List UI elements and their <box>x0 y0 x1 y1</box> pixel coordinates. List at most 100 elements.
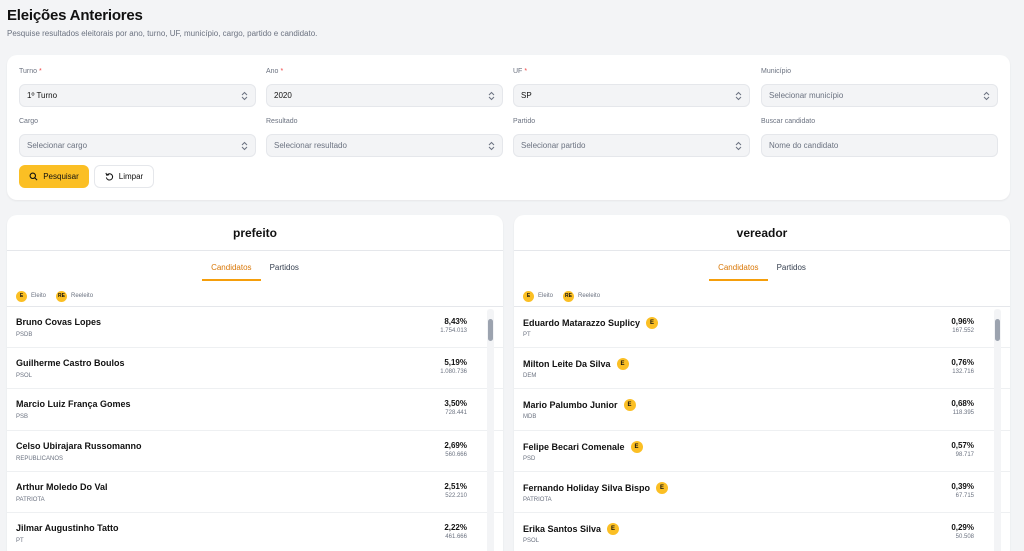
candidate-party: PSOL <box>16 373 33 380</box>
legend: E Eleito RE Reeleito <box>7 281 503 303</box>
municipio-label: Município <box>761 68 791 75</box>
required-mark: * <box>524 68 528 75</box>
tab-candidatos[interactable]: Candidatos <box>709 251 768 281</box>
candidate-votes: 1.080.736 <box>440 369 467 376</box>
candidate-name: Fernando Holiday Silva Bispo <box>523 482 651 493</box>
candidate-party: PT <box>523 332 531 338</box>
candidate-party: PT <box>16 537 24 544</box>
ano-select[interactable]: 2020 <box>266 84 503 107</box>
vereador-title: vereador <box>514 215 1010 251</box>
candidate-name: Marcio Luiz França Gomes <box>16 399 131 410</box>
page-header: Eleições Anteriores Pesquise resultados … <box>7 7 317 38</box>
municipio-field: Município Selecionar município <box>761 68 998 107</box>
table-row[interactable]: Guilherme Castro Boulos PSOL 5,19% 1.080… <box>7 348 503 390</box>
clear-button[interactable]: Limpar <box>94 165 154 188</box>
candidate-votes: 132.716 <box>952 369 974 376</box>
table-row[interactable]: Jilmar Augustinho Tatto PT 2,22% 461.666 <box>7 513 503 551</box>
candidate-name: Celso Ubirajara Russomanno <box>16 440 142 451</box>
scroll-thumb[interactable] <box>995 319 1000 341</box>
candidate-party: DEM <box>523 373 537 380</box>
vereador-panel: vereador Candidatos Partidos E Eleito RE R… <box>514 215 1010 551</box>
elected-badge-icon: E <box>523 290 534 302</box>
candidate-party: REPUBLICANOS <box>16 455 64 462</box>
candidate-name: Guilherme Castro Boulos <box>16 358 125 369</box>
chevron-updown-icon <box>735 91 742 100</box>
chevron-updown-icon <box>241 141 248 150</box>
uf-select[interactable]: SP <box>513 84 750 107</box>
resultado-label: Resultado <box>266 118 298 125</box>
page-title: Eleições Anteriores <box>7 7 143 24</box>
elected-badge-icon: E <box>16 290 27 302</box>
resultado-placeholder: Selecionar resultado <box>274 141 347 150</box>
candidate-party: MDB <box>523 414 537 421</box>
table-row[interactable]: Fernando Holiday Silva Bispo E PATRIOTA 0… <box>514 472 1010 513</box>
table-row[interactable]: Erika Santos Silva E PSOL 0,29% 50.508 <box>514 513 1010 551</box>
candidate-name: Jilmar Augustinho Tatto <box>16 522 119 533</box>
candidate-name: Arthur Moledo Do Val <box>16 481 108 492</box>
scrollbar[interactable] <box>994 309 1001 551</box>
candidato-field: Buscar candidato Nome do candidato <box>761 118 998 157</box>
vereador-tabs: Candidatos Partidos <box>514 251 1010 281</box>
required-mark: * <box>280 68 284 75</box>
candidato-search-input[interactable]: Nome do candidato <box>761 134 998 157</box>
ano-value: 2020 <box>274 91 292 100</box>
partido-select[interactable]: Selecionar partido <box>513 134 750 157</box>
candidate-percent: 0,76% <box>951 358 974 368</box>
search-button-label: Pesquisar <box>43 172 79 181</box>
reelected-badge-icon: RE <box>56 290 68 302</box>
vereador-candidate-list: Eduardo Matarazzo Suplicy E PT 0,96% 167.… <box>514 306 1010 551</box>
resultado-select[interactable]: Selecionar resultado <box>266 134 503 157</box>
table-row[interactable]: Eduardo Matarazzo Suplicy E PT 0,96% 167.… <box>514 307 1010 349</box>
table-row[interactable]: Arthur Moledo Do Val PATRIOTA 2,51% 522.… <box>7 472 503 513</box>
table-row[interactable]: Bruno Covas Lopes PSDB 8,43% 1.754.013 <box>7 307 503 349</box>
table-row[interactable]: Marcio Luiz França Gomes PSB 3,50% 728.4… <box>7 389 503 431</box>
uf-field: UF * SP <box>513 68 750 107</box>
tab-partidos[interactable]: Partidos <box>269 263 299 272</box>
resultado-field: Resultado Selecionar resultado <box>266 118 503 157</box>
tab-partidos[interactable]: Partidos <box>776 263 806 272</box>
candidate-votes: 522.210 <box>445 492 467 499</box>
table-row[interactable]: Milton Leite Da Silva E DEM 0,76% 132.716 <box>514 348 1010 390</box>
legend-elected: Eleito <box>538 293 554 299</box>
search-button[interactable]: Pesquisar <box>19 165 89 188</box>
chevron-updown-icon <box>735 141 742 150</box>
prefeito-title: prefeito <box>7 215 503 251</box>
candidate-party: PSB <box>16 414 29 421</box>
candidate-party: PATRIOTA <box>523 496 552 503</box>
prefeito-tabs: Candidatos Partidos <box>7 251 503 281</box>
scrollbar[interactable] <box>487 309 494 551</box>
prefeito-candidate-list: Bruno Covas Lopes PSDB 8,43% 1.754.013 G… <box>7 306 503 551</box>
legend: E Eleito RE Reeleito <box>514 281 1010 303</box>
elected-badge-icon: E <box>646 317 659 329</box>
municipio-select[interactable]: Selecionar município <box>761 84 998 107</box>
turno-select[interactable]: 1º Turno <box>19 84 256 107</box>
required-mark: * <box>39 68 42 75</box>
candidate-party: PATRIOTA <box>16 496 45 503</box>
candidate-votes: 98.717 <box>955 451 974 458</box>
chevron-updown-icon <box>983 91 990 100</box>
candidate-name: Milton Leite Da Silva <box>523 359 611 370</box>
chevron-updown-icon <box>488 141 495 150</box>
candidate-percent: 0,57% <box>951 440 974 450</box>
turno-field: Turno * 1º Turno <box>19 68 256 107</box>
candidate-votes: 118.395 <box>952 410 974 417</box>
candidato-placeholder: Nome do candidato <box>769 141 839 150</box>
reelected-badge-icon: RE <box>563 290 575 302</box>
table-row[interactable]: Celso Ubirajara Russomanno REPUBLICANOS … <box>7 431 503 472</box>
candidate-name: Mario Palumbo Junior <box>523 400 618 411</box>
cargo-select[interactable]: Selecionar cargo <box>19 134 256 157</box>
candidate-name: Bruno Covas Lopes <box>16 317 102 327</box>
candidate-name: Eduardo Matarazzo Suplicy <box>523 318 641 328</box>
scroll-thumb[interactable] <box>488 319 493 341</box>
candidate-votes: 560.666 <box>445 451 467 458</box>
candidate-name: Felipe Becari Comenale <box>523 441 625 452</box>
tab-candidatos[interactable]: Candidatos <box>202 251 261 281</box>
chevron-updown-icon <box>488 91 495 100</box>
candidate-party: PSDB <box>16 332 33 338</box>
partido-field: Partido Selecionar partido <box>513 118 750 157</box>
municipio-placeholder: Selecionar município <box>769 91 844 100</box>
candidate-percent: 0,29% <box>951 522 974 532</box>
table-row[interactable]: Felipe Becari Comenale E PSD 0,57% 98.717 <box>514 431 1010 472</box>
table-row[interactable]: Mario Palumbo Junior E MDB 0,68% 118.395 <box>514 389 1010 431</box>
candidate-percent: 8,43% <box>444 317 467 326</box>
